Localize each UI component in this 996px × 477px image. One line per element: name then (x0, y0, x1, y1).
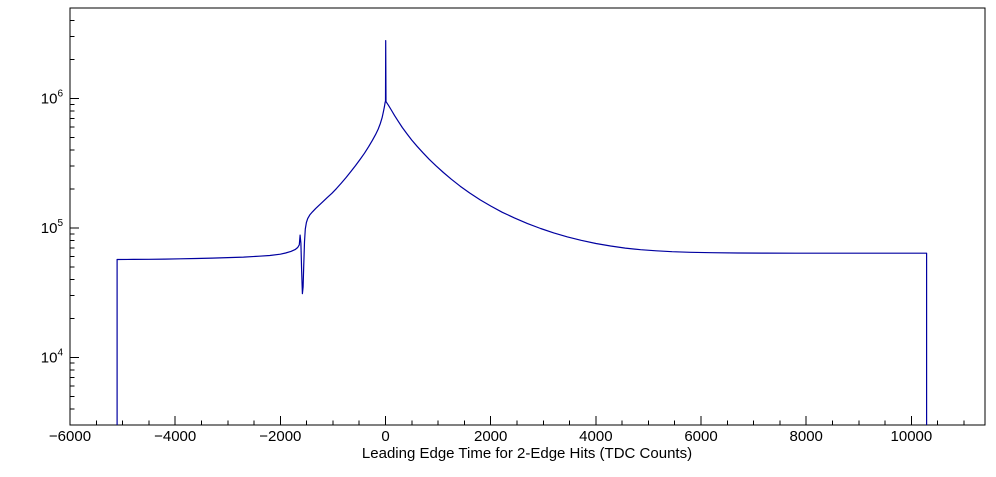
x-tick-label: 8000 (790, 428, 823, 445)
leading-edge-time-histogram (116, 40, 928, 425)
x-tick-label: 2000 (474, 428, 507, 445)
axes-layer: −6000 −4000 −2000 0 2000 4000 6000 8000 10000 104… (41, 7, 986, 445)
x-tick-label: −2000 (259, 428, 301, 445)
x-tick-label: 10000 (891, 428, 933, 445)
plot-frame (69, 7, 986, 426)
y-tick-label: 106 (41, 88, 64, 107)
x-tick-label: −6000 (49, 428, 91, 445)
x-tick-label: 0 (381, 428, 389, 445)
y-tick-label: 105 (41, 218, 64, 237)
x-tick-label: −4000 (154, 428, 196, 445)
series-layer (116, 40, 928, 425)
x-tick-label: 6000 (684, 428, 717, 445)
y-tick-label: 104 (41, 347, 64, 366)
x-axis-title: Leading Edge Time for 2-Edge Hits (TDC C… (362, 445, 692, 462)
x-tick-label: 4000 (579, 428, 612, 445)
